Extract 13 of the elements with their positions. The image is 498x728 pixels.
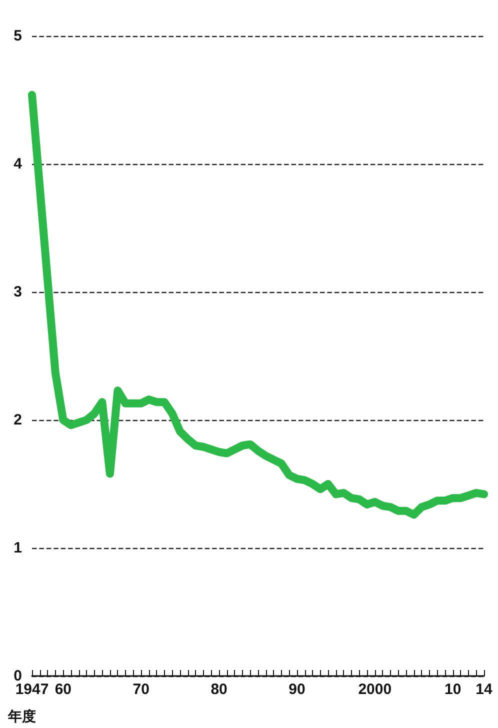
x-tick-label: 10 xyxy=(444,681,462,698)
x-tick-label: 90 xyxy=(288,681,306,698)
y-tick-label: 1 xyxy=(14,540,22,556)
y-tick-label: 3 xyxy=(14,284,22,300)
y-tick-label: 2 xyxy=(14,412,22,428)
x-tick-label: 80 xyxy=(210,681,228,698)
x-tick-label: 60 xyxy=(54,681,72,698)
x-axis-title: 年度 xyxy=(7,708,36,725)
y-tick-label: 4 xyxy=(14,156,23,172)
x-tick-label: 14 xyxy=(476,681,493,698)
x-tick-label: 70 xyxy=(132,681,150,698)
x-tick-label: 2000 xyxy=(358,681,392,698)
y-tick-label: 5 xyxy=(14,28,22,44)
